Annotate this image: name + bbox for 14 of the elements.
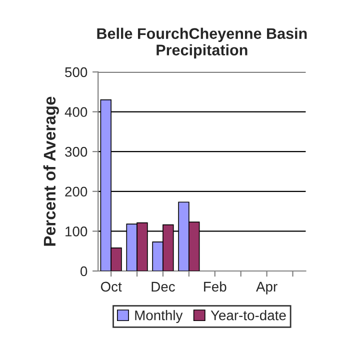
y-tick-label: 500 bbox=[65, 67, 88, 78]
legend-label: Year-to-date bbox=[210, 310, 286, 320]
legend-label: Monthly bbox=[135, 310, 183, 324]
x-tick-label: Oct bbox=[100, 282, 122, 292]
y-axis-title: Percent of Average bbox=[43, 96, 59, 246]
y-tick-label: 100 bbox=[66, 226, 88, 236]
x-tick-label: Feb bbox=[204, 281, 226, 292]
y-tick-label: 0 bbox=[80, 266, 88, 276]
chart-title: Belle FourchCheyenne Basin Precipitation bbox=[97, 28, 307, 58]
x-tick-label: Dec bbox=[152, 282, 175, 292]
y-tick-label: 400 bbox=[64, 107, 88, 117]
y-tick-label: 200 bbox=[65, 186, 88, 197]
y-tick-label: 300 bbox=[65, 146, 88, 157]
x-tick-label: Apr bbox=[256, 282, 278, 294]
